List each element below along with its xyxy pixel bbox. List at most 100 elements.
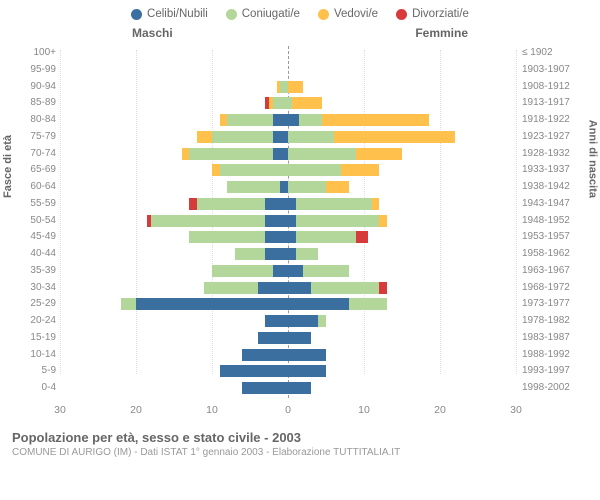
bar-segment — [258, 282, 288, 294]
age-label: 20-24 — [18, 315, 56, 326]
age-row: 70-741928-1932 — [60, 147, 516, 164]
bar-segment — [212, 164, 220, 176]
bar-segment — [379, 215, 387, 227]
bar-segment — [273, 114, 288, 126]
bars-area: 100+≤ 190295-991903-190790-941908-191285… — [60, 46, 516, 398]
male-column-label: Maschi — [132, 26, 173, 40]
age-row: 85-891913-1917 — [60, 96, 516, 113]
bar-segment — [265, 231, 288, 243]
male-bar — [60, 131, 288, 143]
bar-segment — [296, 198, 372, 210]
male-bar — [60, 114, 288, 126]
male-bar — [60, 365, 288, 377]
chart-title: Popolazione per età, sesso e stato civil… — [12, 430, 588, 445]
female-bar — [288, 81, 516, 93]
female-bar — [288, 215, 516, 227]
chart-footer: Popolazione per età, sesso e stato civil… — [12, 430, 588, 458]
bar-segment — [189, 148, 273, 160]
age-label: 10-14 — [18, 349, 56, 360]
age-row: 20-241978-1982 — [60, 314, 516, 331]
age-label: 95-99 — [18, 64, 56, 75]
male-bar — [60, 81, 288, 93]
female-bar — [288, 315, 516, 327]
bar-segment — [204, 282, 257, 294]
birth-year-label: ≤ 1902 — [522, 47, 586, 58]
x-tick-label: 0 — [285, 404, 291, 416]
age-row: 60-641938-1942 — [60, 180, 516, 197]
bar-segment — [356, 148, 402, 160]
bar-segment — [197, 131, 212, 143]
male-bar — [60, 282, 288, 294]
female-bar — [288, 181, 516, 193]
bar-segment — [292, 97, 322, 109]
legend-label: Divorziati/e — [412, 8, 469, 20]
age-label: 25-29 — [18, 298, 56, 309]
age-label: 100+ — [18, 47, 56, 58]
age-label: 40-44 — [18, 248, 56, 259]
age-label: 5-9 — [18, 365, 56, 376]
male-bar — [60, 382, 288, 394]
bar-segment — [288, 365, 326, 377]
bar-segment — [220, 164, 288, 176]
legend-label: Vedovi/e — [334, 8, 378, 20]
age-label: 75-79 — [18, 131, 56, 142]
bar-segment — [136, 298, 288, 310]
birth-year-label: 1998-2002 — [522, 382, 586, 393]
age-row: 80-841918-1922 — [60, 113, 516, 130]
bar-segment — [212, 265, 273, 277]
legend-item: Vedovi/e — [318, 8, 378, 20]
birth-year-label: 1993-1997 — [522, 365, 586, 376]
bar-segment — [288, 215, 296, 227]
birth-year-label: 1963-1967 — [522, 265, 586, 276]
female-bar — [288, 282, 516, 294]
age-label: 70-74 — [18, 148, 56, 159]
bar-segment — [299, 114, 322, 126]
legend: Celibi/NubiliConiugati/eVedovi/eDivorzia… — [12, 8, 588, 20]
age-row: 35-391963-1967 — [60, 264, 516, 281]
female-bar — [288, 332, 516, 344]
bar-segment — [189, 198, 197, 210]
bar-segment — [326, 181, 349, 193]
birth-year-label: 1948-1952 — [522, 215, 586, 226]
bar-segment — [288, 148, 356, 160]
female-bar — [288, 47, 516, 59]
age-label: 55-59 — [18, 198, 56, 209]
legend-swatch — [396, 9, 407, 20]
bar-segment — [288, 181, 326, 193]
male-bar — [60, 164, 288, 176]
female-bar — [288, 198, 516, 210]
birth-year-label: 1973-1977 — [522, 298, 586, 309]
x-tick-label: 20 — [434, 404, 446, 416]
age-label: 60-64 — [18, 181, 56, 192]
y-left-axis-title: Fasce di età — [2, 135, 14, 198]
bar-segment — [288, 198, 296, 210]
age-label: 50-54 — [18, 215, 56, 226]
birth-year-label: 1953-1957 — [522, 231, 586, 242]
bar-segment — [280, 181, 288, 193]
male-bar — [60, 349, 288, 361]
bar-segment — [288, 164, 341, 176]
male-bar — [60, 148, 288, 160]
male-bar — [60, 298, 288, 310]
age-label: 80-84 — [18, 114, 56, 125]
age-row: 55-591943-1947 — [60, 197, 516, 214]
bar-segment — [273, 148, 288, 160]
female-bar — [288, 64, 516, 76]
bar-segment — [303, 265, 349, 277]
bar-segment — [189, 231, 265, 243]
age-row: 10-141988-1992 — [60, 348, 516, 365]
bar-segment — [273, 131, 288, 143]
female-bar — [288, 349, 516, 361]
age-label: 90-94 — [18, 81, 56, 92]
male-bar — [60, 248, 288, 260]
x-tick-label: 10 — [206, 404, 218, 416]
female-bar — [288, 382, 516, 394]
birth-year-label: 1958-1962 — [522, 248, 586, 259]
bar-segment — [379, 282, 387, 294]
female-bar — [288, 248, 516, 260]
male-bar — [60, 315, 288, 327]
bar-segment — [197, 198, 265, 210]
legend-label: Coniugati/e — [242, 8, 300, 20]
bar-segment — [265, 215, 288, 227]
bar-segment — [288, 265, 303, 277]
